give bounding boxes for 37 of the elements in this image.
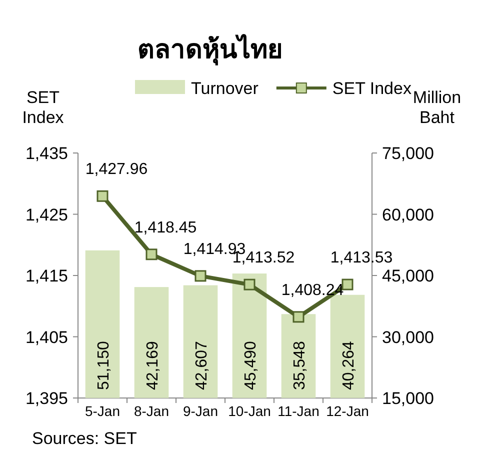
data-label: 40,264 (340, 340, 358, 390)
y2-tick-label: 45,000 (382, 266, 434, 286)
y2-tick-label: 60,000 (382, 205, 434, 224)
x-tick-label: 12-Jan (326, 403, 369, 419)
x-tick-label: 5-Jan (84, 403, 120, 419)
data-label: 51,150 (96, 340, 112, 390)
y2-tick-label: 30,000 (382, 328, 434, 347)
point (146, 248, 158, 260)
point (96, 190, 108, 202)
x-tick-label: 11-Jan (278, 403, 320, 419)
chart-title: ตลาดหุ้นไทย (138, 33, 282, 66)
y2-tick-label: 15,000 (382, 389, 434, 408)
y-axis-title: SET Index (22, 88, 64, 127)
data-label: 1,413.53 (330, 250, 393, 267)
x-tick-label: 10-Jan (228, 403, 271, 419)
data-label: 1,418.45 (134, 219, 197, 236)
data-label: 42,169 (144, 340, 162, 390)
x-tick-label: 8-Jan (134, 403, 170, 419)
y-tick-label: 1,395 (25, 389, 68, 408)
y-tick-label: 1,405 (25, 328, 68, 347)
y-tick-label: 1,435 (25, 144, 68, 163)
data-label: 1,427.96 (85, 161, 148, 178)
data-label: 35,548 (292, 340, 308, 390)
y2-axis-title: Million Baht (412, 88, 462, 127)
y-tick-label: 1,425 (25, 205, 68, 224)
legend-label: SET Index (332, 79, 412, 98)
data-label: 45,490 (242, 340, 260, 390)
data-label: 42,607 (194, 340, 210, 390)
point (292, 311, 304, 323)
point (244, 278, 256, 290)
y-tick-label: 1,415 (25, 266, 68, 286)
source-note: Sources: SET (32, 429, 137, 448)
x-tick-label: 9-Jan (182, 403, 218, 419)
y2-tick-label: 75,000 (382, 144, 434, 163)
point (342, 278, 354, 290)
legend-label: Turnover (191, 79, 259, 98)
point (194, 270, 206, 282)
